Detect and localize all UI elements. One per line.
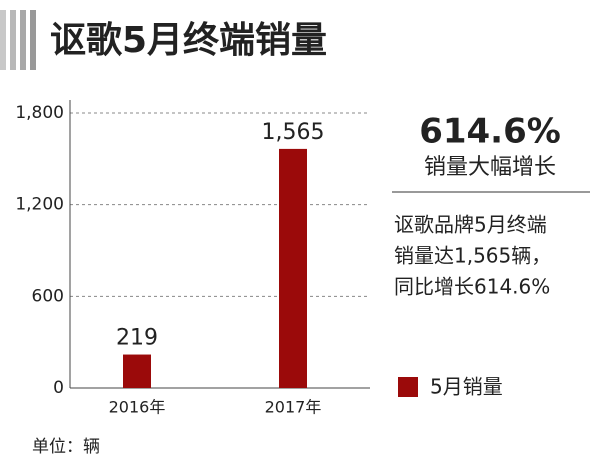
note-line: 同比增长614.6% xyxy=(394,275,550,299)
bar xyxy=(123,354,151,388)
data-label: 1,565 xyxy=(262,120,325,145)
y-tick-label: 1,200 xyxy=(15,195,64,215)
y-tick-label: 0 xyxy=(53,378,64,398)
data-label: 219 xyxy=(116,326,158,351)
highlight-caption: 销量大幅增长 xyxy=(424,155,556,180)
legend-swatch xyxy=(398,377,418,397)
y-tick-label: 1,800 xyxy=(15,103,64,123)
title-decoration xyxy=(0,10,36,70)
chart-title: 讴歌5月终端销量 xyxy=(50,20,327,61)
legend-label: 5月销量 xyxy=(430,375,503,399)
note-line: 讴歌品牌5月终端 xyxy=(394,213,547,237)
x-tick-label: 2017年 xyxy=(265,398,322,417)
x-tick-label: 2016年 xyxy=(109,398,166,417)
y-tick-label: 600 xyxy=(32,286,64,306)
note-line: 销量达1,565辆， xyxy=(394,244,551,268)
bar xyxy=(279,148,307,388)
highlight: 614.6% xyxy=(419,112,561,152)
unit-note: 单位：辆 xyxy=(32,437,100,457)
